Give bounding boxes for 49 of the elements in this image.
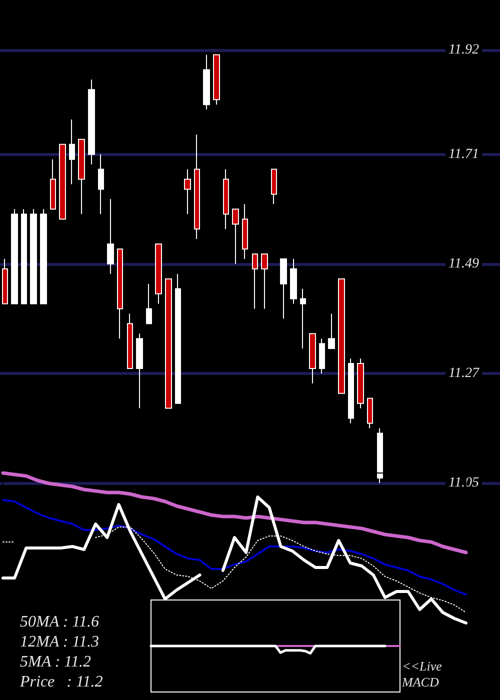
candlestick	[290, 258, 297, 304]
candlestick	[223, 168, 229, 230]
candlestick	[309, 333, 316, 384]
candlestick	[127, 313, 133, 369]
candlestick	[107, 198, 114, 274]
candlestick	[165, 278, 172, 409]
candlestick	[146, 283, 152, 324]
candlestick	[98, 154, 104, 215]
text: <<Live MACD	[401, 658, 446, 690]
y-tick-label: 11.49	[448, 256, 479, 272]
candlestick	[319, 338, 325, 374]
candlestick	[155, 243, 162, 304]
candlestick	[40, 208, 47, 304]
candlestick	[184, 168, 191, 215]
candlestick	[203, 54, 210, 110]
candlestick	[367, 398, 373, 429]
candlestick	[213, 54, 220, 106]
candlestick	[11, 208, 18, 304]
y-tick-label: 11.92	[448, 42, 479, 58]
candlestick	[242, 204, 248, 260]
y-tick-label: 11.71	[448, 146, 479, 162]
annotation: 50MA : 11.6	[20, 614, 99, 630]
candlestick	[328, 313, 335, 350]
candlestick	[338, 278, 345, 394]
candlestick	[175, 273, 181, 404]
candlestick	[50, 158, 56, 210]
candlestick	[88, 79, 95, 165]
candlestick	[194, 134, 200, 240]
y-tick-label: 11.27	[448, 366, 480, 381]
candlestick	[271, 168, 277, 205]
candlestick	[261, 253, 268, 310]
candlestick	[280, 258, 287, 320]
candlestick	[252, 253, 258, 310]
candlestick	[357, 358, 364, 409]
candlestick	[348, 358, 354, 424]
candlestick	[232, 208, 239, 264]
candlestick	[136, 333, 143, 409]
candlestick	[377, 428, 383, 484]
candlestick	[69, 119, 75, 185]
text: Price : 11.2	[19, 674, 103, 690]
candlestick	[300, 288, 306, 350]
candlestick	[59, 144, 66, 220]
text: 12MA : 11.3	[20, 634, 99, 650]
text: 5MA : 11.2	[20, 654, 91, 670]
candlestick	[30, 208, 37, 304]
candlestick	[21, 208, 27, 304]
candlestick	[78, 138, 85, 215]
candlestick	[2, 258, 8, 304]
candlestick	[117, 248, 123, 340]
